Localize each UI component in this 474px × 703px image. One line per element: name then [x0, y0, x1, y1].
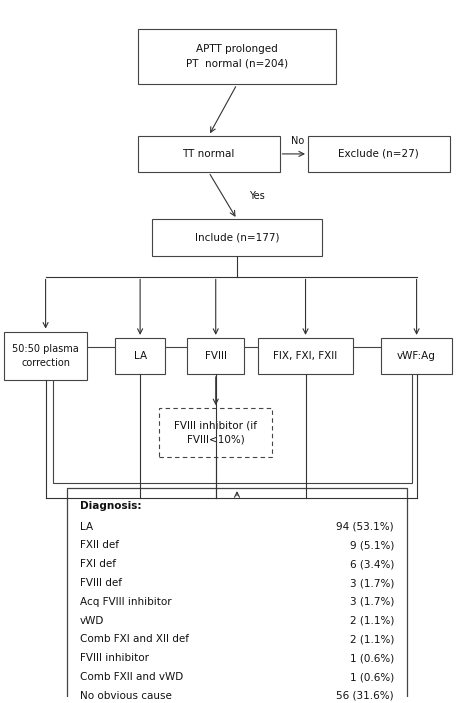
Text: 56 (31.6%): 56 (31.6%) — [336, 691, 394, 701]
FancyBboxPatch shape — [187, 338, 244, 374]
Text: Yes: Yes — [249, 191, 264, 201]
FancyBboxPatch shape — [115, 338, 165, 374]
Text: 50:50 plasma
correction: 50:50 plasma correction — [12, 344, 79, 368]
Text: 2 (1.1%): 2 (1.1%) — [349, 616, 394, 626]
FancyBboxPatch shape — [138, 136, 280, 172]
Text: 94 (53.1%): 94 (53.1%) — [336, 522, 394, 531]
Text: No obvious cause: No obvious cause — [80, 691, 172, 701]
Text: LA: LA — [80, 522, 93, 531]
Text: Diagnosis:: Diagnosis: — [80, 501, 142, 511]
FancyBboxPatch shape — [67, 488, 407, 703]
FancyBboxPatch shape — [138, 29, 336, 84]
Text: Acq FVIII inhibitor: Acq FVIII inhibitor — [80, 597, 172, 607]
Text: FXII def: FXII def — [80, 541, 119, 550]
Text: Comb FXI and XII def: Comb FXI and XII def — [80, 635, 189, 645]
Text: vWF:Ag: vWF:Ag — [397, 351, 436, 361]
Text: 3 (1.7%): 3 (1.7%) — [349, 578, 394, 588]
FancyBboxPatch shape — [308, 136, 450, 172]
Text: 3 (1.7%): 3 (1.7%) — [349, 597, 394, 607]
Text: FVIII: FVIII — [205, 351, 227, 361]
Text: FVIII inhibitor: FVIII inhibitor — [80, 653, 149, 664]
Text: Exclude (n=27): Exclude (n=27) — [338, 149, 419, 159]
Text: 6 (3.4%): 6 (3.4%) — [349, 560, 394, 569]
Text: FXI def: FXI def — [80, 560, 116, 569]
FancyBboxPatch shape — [159, 408, 273, 457]
Text: 1 (0.6%): 1 (0.6%) — [350, 672, 394, 682]
Text: FIX, FXI, FXII: FIX, FXI, FXII — [273, 351, 337, 361]
Text: Comb FXII and vWD: Comb FXII and vWD — [80, 672, 183, 682]
FancyBboxPatch shape — [53, 347, 412, 483]
Text: APTT prolonged
PT  normal (n=204): APTT prolonged PT normal (n=204) — [186, 44, 288, 68]
Text: LA: LA — [134, 351, 146, 361]
Text: 1 (0.6%): 1 (0.6%) — [350, 653, 394, 664]
FancyBboxPatch shape — [381, 338, 452, 374]
Text: FVIII def: FVIII def — [80, 578, 122, 588]
FancyBboxPatch shape — [258, 338, 353, 374]
FancyBboxPatch shape — [4, 332, 87, 380]
Text: vWD: vWD — [80, 616, 104, 626]
Text: Include (n=177): Include (n=177) — [195, 233, 279, 243]
Text: FVIII inhibitor (if
FVIII<10%): FVIII inhibitor (if FVIII<10%) — [174, 420, 257, 444]
Text: 2 (1.1%): 2 (1.1%) — [349, 635, 394, 645]
Text: TT normal: TT normal — [182, 149, 235, 159]
Text: 9 (5.1%): 9 (5.1%) — [349, 541, 394, 550]
FancyBboxPatch shape — [152, 219, 322, 256]
Text: No: No — [292, 136, 305, 146]
